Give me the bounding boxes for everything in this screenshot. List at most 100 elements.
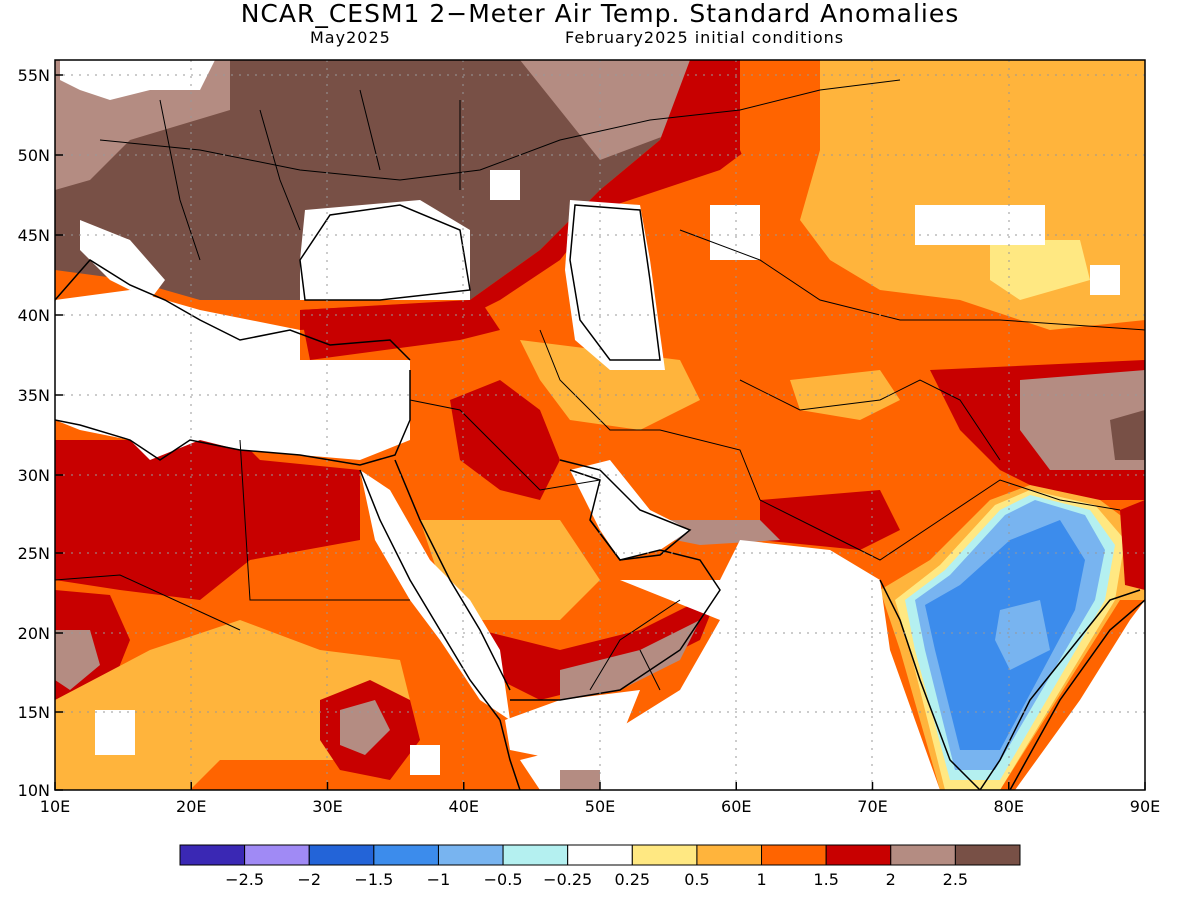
lat-label: 55N xyxy=(18,66,50,85)
caspian-coast xyxy=(569,204,661,361)
lat-label: 20N xyxy=(18,624,50,643)
colorbar-label: 0.25 xyxy=(614,870,650,889)
colorbar-label: 2 xyxy=(886,870,896,889)
lat-label: 45N xyxy=(18,226,50,245)
aral-sea xyxy=(710,205,760,260)
red-sea-east xyxy=(394,459,511,691)
colorbar-label: 1.5 xyxy=(813,870,838,889)
red-sea-west xyxy=(359,469,501,721)
border-6 xyxy=(679,229,1145,331)
lat-label: 30N xyxy=(18,466,50,485)
black-sea xyxy=(300,200,470,300)
issyk-mask xyxy=(1090,265,1120,295)
india-coast xyxy=(879,579,1141,790)
map-title: NCAR_CESM1 2−Meter Air Temp. Standard An… xyxy=(240,0,960,28)
bay-bengal-coast xyxy=(1009,599,1145,790)
colorbar-label: −2.5 xyxy=(225,870,264,889)
border-9 xyxy=(759,479,1121,561)
africa-east-coast xyxy=(499,719,521,790)
mediterranean-sea xyxy=(55,290,410,460)
iraq-red xyxy=(450,380,560,500)
bengal-red xyxy=(1120,500,1145,590)
colorbar-swatch xyxy=(825,844,892,866)
border-10 xyxy=(589,599,681,691)
initial-conditions: February2025 initial conditions xyxy=(565,28,845,47)
longitude-axis: 10E 20E 30E 40E 50E 60E 70E 80E 90E xyxy=(40,782,1160,816)
black-sea-coast xyxy=(299,204,471,301)
border-1 xyxy=(239,439,410,601)
colorbar-label: 0.5 xyxy=(684,870,709,889)
border-8 xyxy=(159,89,461,261)
lat-label: 25N xyxy=(18,544,50,563)
grid-lines xyxy=(55,60,1145,790)
med-south-coast xyxy=(55,370,411,466)
colorbar-swatch xyxy=(373,844,439,866)
colorbar-swatch xyxy=(502,844,569,866)
oman-brown xyxy=(560,620,700,700)
north-sea xyxy=(60,60,215,100)
border-5 xyxy=(739,379,1001,461)
colorbar-swatch xyxy=(761,844,827,866)
border-2 xyxy=(55,574,241,631)
lon-label: 70E xyxy=(857,797,887,816)
colorbar-label: −0.5 xyxy=(484,870,523,889)
lake-victoria-mask xyxy=(410,745,440,775)
lon-label: 90E xyxy=(1130,797,1160,816)
lon-label: 20E xyxy=(176,797,206,816)
balkhash xyxy=(915,205,1045,245)
forecast-month: May2025 xyxy=(310,28,391,47)
colorbar-swatch xyxy=(567,844,633,866)
latitude-axis: 55N 50N 45N 40N 35N 30N 25N 20N 15N 10N xyxy=(18,66,63,800)
border-4 xyxy=(539,329,761,501)
lon-label: 60E xyxy=(721,797,751,816)
red-sea xyxy=(360,470,510,720)
mongolia-light xyxy=(990,240,1090,300)
colorbar-swatch xyxy=(890,844,956,866)
africa-brown-spot xyxy=(55,630,100,690)
caspian-sea xyxy=(565,200,665,370)
russia-red-band xyxy=(300,60,810,330)
med-north-coast xyxy=(55,259,411,361)
border-3 xyxy=(409,399,601,491)
colorbar: −2.5 −2 −1.5 −1 −0.5 −0.25 0.25 0.5 1 1.5 2 2.5 xyxy=(179,844,1021,889)
adriatic xyxy=(80,220,165,300)
colorbar-label: −1 xyxy=(427,870,451,889)
lon-label: 50E xyxy=(585,797,615,816)
europe-dark-brown xyxy=(55,60,680,300)
colorbar-swatch xyxy=(437,844,504,866)
colorbar-label: −0.25 xyxy=(543,870,592,889)
anomaly-field xyxy=(55,60,1145,790)
lon-label: 10E xyxy=(40,797,70,816)
pakistan-red xyxy=(760,490,900,550)
colorbar-label: 2.5 xyxy=(943,870,968,889)
africa-warm-south xyxy=(55,720,220,790)
colorbar-swatch xyxy=(954,844,1021,866)
colorbar-swatch xyxy=(308,844,375,866)
lat-label: 15N xyxy=(18,703,50,722)
europe-light-brown-2 xyxy=(520,60,690,160)
yemen-mask xyxy=(560,770,600,790)
gulf-of-aden xyxy=(505,690,640,760)
colorbar-swatch xyxy=(179,844,246,866)
lon-label: 30E xyxy=(312,797,342,816)
turkey-red xyxy=(300,300,500,360)
africa-brown-spot-2 xyxy=(340,700,390,755)
lat-label: 50N xyxy=(18,146,50,165)
lat-label: 40N xyxy=(18,306,50,325)
lake-chad-mask xyxy=(95,710,135,755)
colorbar-swatch xyxy=(696,844,763,866)
tibet-dark-brown xyxy=(1110,410,1145,460)
colorbar-label: −2 xyxy=(297,870,321,889)
caucasus-mask xyxy=(490,170,520,200)
lat-label: 35N xyxy=(18,386,50,405)
lon-label: 40E xyxy=(449,797,479,816)
colorbar-swatch xyxy=(631,844,698,866)
lat-label: 10N xyxy=(18,781,50,800)
colorbar-swatch xyxy=(244,844,310,866)
lon-label: 80E xyxy=(994,797,1024,816)
colorbar-label: −1.5 xyxy=(354,870,393,889)
bay-of-bengal xyxy=(1015,600,1145,790)
colorbar-label: 1 xyxy=(756,870,766,889)
africa-hot-band xyxy=(55,440,360,600)
